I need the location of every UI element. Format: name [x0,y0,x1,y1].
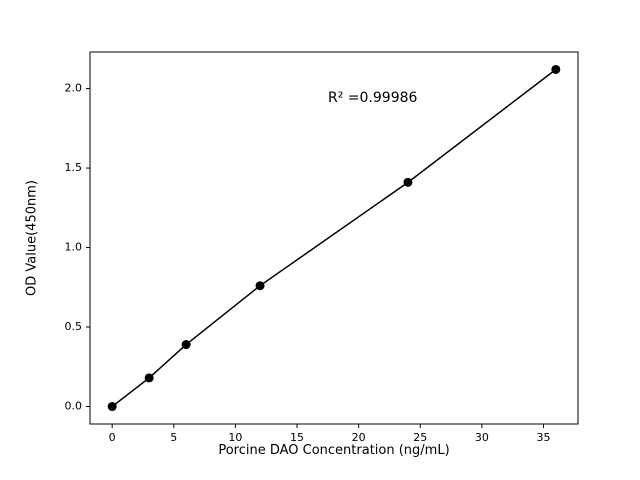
data-point-marker [181,340,191,350]
data-point-marker [144,373,154,383]
data-point-marker [255,281,265,291]
x-tick-label: 10 [228,431,242,444]
x-tick-label: 25 [413,431,427,444]
x-axis-label: Porcine DAO Concentration (ng/mL) [218,443,450,458]
y-tick-label: 1.5 [65,161,83,174]
y-axis-label-text: OD Value(450nm) [24,180,40,296]
r-squared-annotation: R² =0.99986 [328,90,418,106]
x-tick-label: 0 [109,431,116,444]
axes-spines [89,51,579,425]
x-tick-label: 35 [536,431,550,444]
x-tick-label: 15 [290,431,304,444]
x-tick-label: 20 [352,431,366,444]
data-point-marker [403,177,413,187]
fit-line [111,68,557,408]
y-tick-label: 0.5 [65,320,83,333]
y-tick-label: 1.0 [65,241,83,254]
y-tick-label: 2.0 [65,82,83,95]
data-point-marker [551,64,561,74]
y-tick-label: 0.0 [65,400,83,413]
data-point-marker [107,402,117,412]
x-tick-label: 30 [475,431,489,444]
x-tick-label: 5 [170,431,177,444]
